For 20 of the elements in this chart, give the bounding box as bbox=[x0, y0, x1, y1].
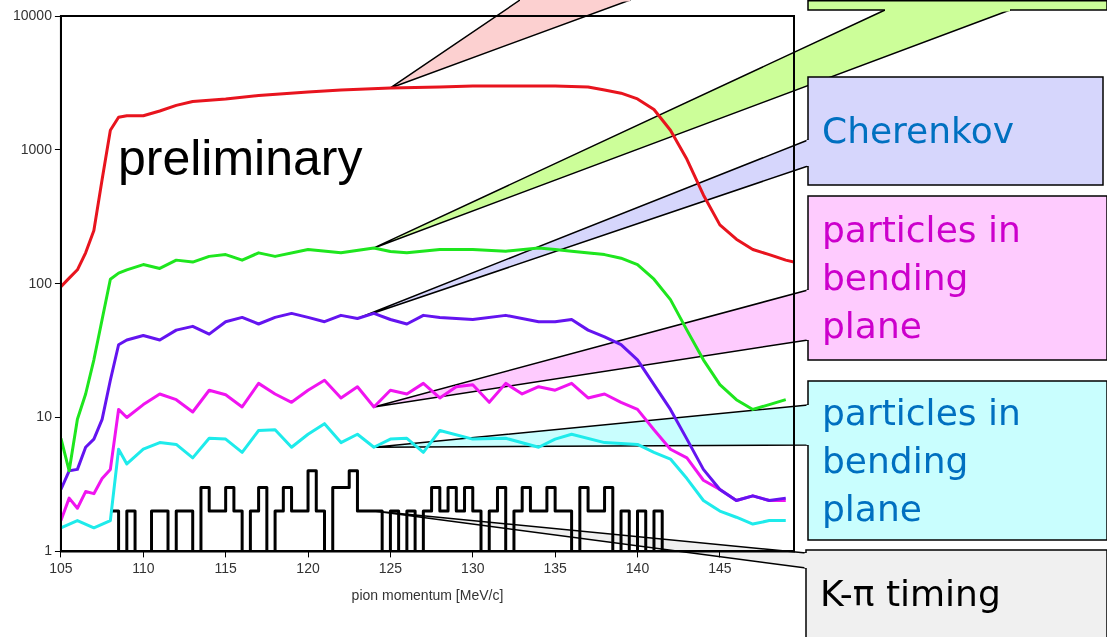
annotation: preliminary bbox=[117, 129, 363, 186]
y-tick-label: 1 bbox=[44, 542, 53, 559]
x-tick-label: 135 bbox=[543, 559, 568, 576]
series-label: particles in bending plane bbox=[822, 391, 1021, 529]
x-tick-label: 145 bbox=[708, 559, 732, 576]
y-tick-label: 100 bbox=[28, 274, 53, 291]
text: Cherenkov bbox=[822, 110, 1014, 151]
x-tick-label: 105 bbox=[49, 559, 73, 576]
y-tick-label: 10000 bbox=[12, 6, 53, 23]
x-tick-label: 115 bbox=[214, 559, 238, 576]
text: particles in bending plane bbox=[822, 209, 1021, 346]
x-tick-label: 140 bbox=[625, 559, 650, 576]
x-tick-label: 120 bbox=[296, 559, 320, 576]
x-tick-label: 125 bbox=[378, 559, 403, 576]
text: K-π timing bbox=[820, 572, 1001, 614]
x-axis-title: pion momentum [MeV/c] bbox=[351, 587, 504, 604]
x-tick-label: 110 bbox=[132, 559, 155, 576]
y-tick-label: 1000 bbox=[20, 140, 53, 157]
y-tick-label: 10 bbox=[36, 408, 53, 425]
x-tick-label: 130 bbox=[461, 559, 485, 576]
